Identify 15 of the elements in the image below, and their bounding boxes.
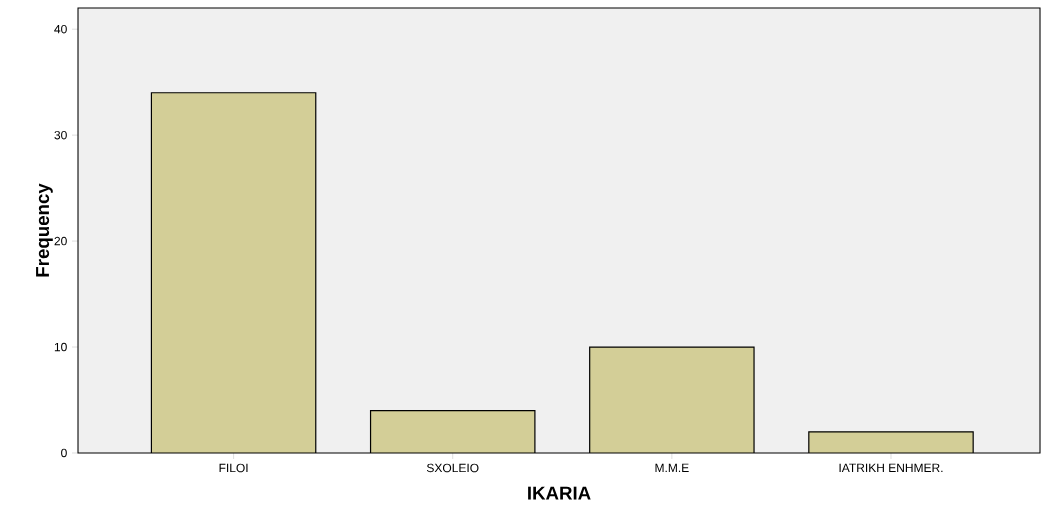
y-tick-label: 40 — [54, 24, 67, 34]
bar — [808, 431, 974, 453]
x-tick-label: IATRIKH ENHMER. — [839, 463, 943, 472]
y-axis-title: Frequency — [36, 183, 53, 277]
y-tick-label: 10 — [54, 342, 67, 352]
y-tick-label: 30 — [54, 130, 67, 140]
x-tick-label: SXOLEIO — [426, 463, 479, 473]
y-tick-label: 20 — [54, 236, 67, 246]
y-tick-label: 0 — [61, 448, 67, 458]
x-tick-label: M.M.E — [655, 463, 689, 472]
bar — [151, 92, 316, 453]
x-axis-title: IKARIA — [528, 486, 591, 500]
bar — [369, 410, 536, 453]
bar — [589, 346, 755, 453]
x-tick-label: FILOI — [219, 463, 248, 473]
